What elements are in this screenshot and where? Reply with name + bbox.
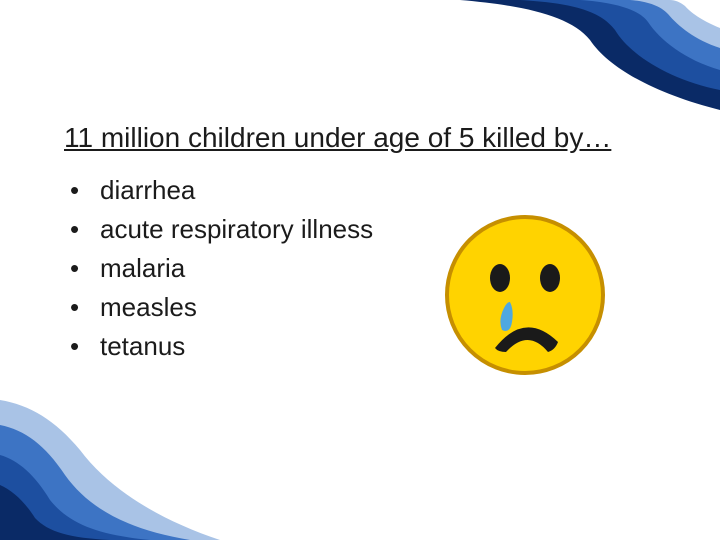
corner-decoration-top-right xyxy=(460,0,720,110)
list-item-label: diarrhea xyxy=(100,175,195,205)
slide-heading: 11 million children under age of 5 kille… xyxy=(64,120,640,155)
eye-right-icon xyxy=(540,264,560,292)
list-item-label: tetanus xyxy=(100,331,185,361)
sad-face-icon xyxy=(440,210,610,380)
eye-left-icon xyxy=(490,264,510,292)
list-item-label: measles xyxy=(100,292,197,322)
list-item-label: acute respiratory illness xyxy=(100,214,373,244)
list-item-label: malaria xyxy=(100,253,185,283)
face-circle xyxy=(447,217,603,373)
list-item: diarrhea xyxy=(64,171,640,210)
corner-decoration-bottom-left xyxy=(0,400,220,540)
